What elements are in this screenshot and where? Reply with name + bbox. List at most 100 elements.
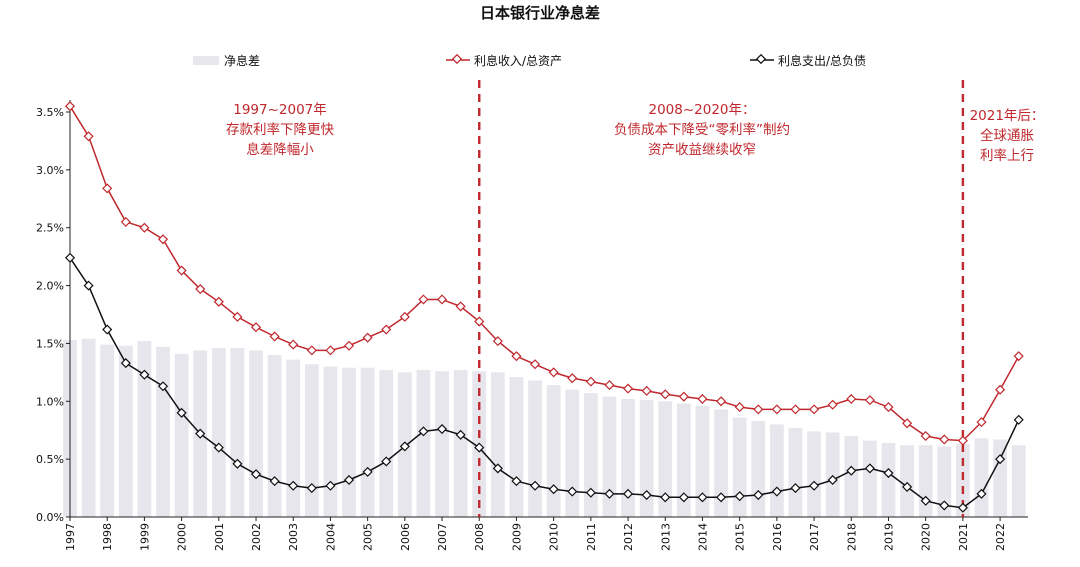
data-point-marker bbox=[288, 339, 299, 350]
bar bbox=[137, 341, 152, 517]
data-point-marker bbox=[939, 434, 950, 445]
data-point-marker bbox=[790, 404, 801, 415]
bar bbox=[249, 350, 263, 517]
data-point-marker bbox=[492, 463, 503, 474]
annotation-3-line-3: 利率上行 bbox=[980, 147, 1034, 164]
bar bbox=[211, 348, 226, 517]
bar bbox=[267, 355, 282, 517]
data-point-marker bbox=[139, 222, 150, 233]
annotation-2-line-1: 2008~2020年： bbox=[648, 102, 755, 118]
x-tick-label: 2003 bbox=[287, 523, 300, 551]
data-point-marker bbox=[697, 492, 708, 503]
data-point-marker bbox=[120, 216, 131, 227]
bar bbox=[304, 364, 319, 517]
x-tick-label: 2008 bbox=[473, 523, 486, 551]
data-point-marker bbox=[697, 393, 708, 405]
data-point-marker bbox=[362, 466, 373, 477]
data-point-marker bbox=[809, 404, 820, 415]
data-point-marker bbox=[995, 454, 1006, 465]
x-tick-label: 2017 bbox=[808, 523, 821, 551]
bar bbox=[621, 398, 635, 517]
data-point-marker bbox=[753, 489, 764, 501]
data-point-marker bbox=[325, 345, 336, 356]
data-point-marker bbox=[83, 280, 94, 291]
data-point-marker bbox=[902, 418, 913, 429]
bar bbox=[825, 432, 840, 517]
bar bbox=[435, 371, 449, 517]
bar bbox=[342, 367, 356, 517]
line-series bbox=[64, 101, 1024, 513]
bar bbox=[453, 370, 468, 517]
data-point-marker bbox=[250, 322, 262, 333]
x-tick-label: 2013 bbox=[659, 523, 672, 551]
data-point-marker bbox=[548, 367, 559, 378]
data-point-marker bbox=[250, 469, 262, 480]
data-point-marker bbox=[530, 480, 541, 491]
legend-income-marker bbox=[451, 53, 463, 65]
bar bbox=[583, 393, 598, 517]
bar bbox=[714, 409, 728, 517]
data-point-marker bbox=[530, 359, 541, 370]
x-tick-label: 2016 bbox=[771, 523, 784, 551]
data-point-marker bbox=[623, 383, 634, 394]
data-point-marker bbox=[846, 393, 857, 405]
data-point-marker bbox=[381, 324, 392, 335]
legend-bar-swatch bbox=[193, 56, 219, 65]
data-point-marker bbox=[957, 502, 968, 513]
x-tick-label: 2005 bbox=[362, 523, 375, 551]
bar bbox=[900, 445, 914, 517]
data-point-marker bbox=[325, 480, 336, 491]
data-point-marker bbox=[436, 294, 448, 305]
data-point-marker bbox=[660, 389, 671, 400]
data-point-marker bbox=[604, 380, 615, 391]
bar bbox=[490, 372, 505, 517]
data-point-marker bbox=[176, 265, 187, 276]
data-point-marker bbox=[362, 332, 373, 343]
bar bbox=[286, 359, 301, 517]
data-point-marker bbox=[809, 480, 820, 491]
bar bbox=[676, 403, 691, 517]
legend-expense-label: 利息支出/总负债 bbox=[778, 53, 866, 68]
y-tick-label: 0.0% bbox=[36, 511, 64, 524]
data-point-marker bbox=[195, 283, 206, 295]
data-point-marker bbox=[64, 252, 76, 263]
bar bbox=[360, 367, 375, 517]
data-point-marker bbox=[716, 492, 727, 503]
data-point-marker bbox=[641, 489, 652, 501]
data-point-marker bbox=[864, 463, 875, 474]
annotation-1-line-2: 存款利率下降更快 bbox=[226, 121, 334, 138]
data-point-marker bbox=[436, 424, 448, 435]
x-tick-label: 2011 bbox=[585, 523, 598, 551]
x-tick-label: 2010 bbox=[548, 523, 561, 551]
bar bbox=[769, 424, 784, 517]
x-tick-label: 2012 bbox=[622, 523, 635, 551]
data-point-marker bbox=[678, 492, 689, 503]
data-point-marker bbox=[995, 384, 1006, 395]
bar bbox=[118, 345, 133, 517]
bar bbox=[788, 427, 803, 517]
data-point-marker bbox=[883, 402, 894, 413]
data-point-marker bbox=[920, 430, 931, 442]
data-point-marker bbox=[102, 324, 113, 335]
bar bbox=[658, 401, 673, 517]
data-point-marker bbox=[660, 492, 671, 503]
data-point-marker bbox=[269, 476, 280, 487]
data-point-marker bbox=[455, 429, 466, 440]
legend-income-label: 利息收入/总资产 bbox=[474, 53, 562, 68]
y-tick-label: 1.5% bbox=[36, 337, 64, 350]
bar bbox=[323, 366, 338, 517]
y-tick-label: 2.5% bbox=[36, 222, 64, 235]
data-point-marker bbox=[567, 373, 578, 384]
data-point-marker bbox=[548, 484, 559, 495]
x-tick-label: 1998 bbox=[101, 523, 114, 551]
bar-series bbox=[63, 338, 1026, 517]
x-tick-label: 1997 bbox=[64, 523, 77, 551]
legend: 净息差 利息收入/总资产 利息支出/总负债 bbox=[193, 53, 866, 68]
annotation-3-line-1: 2021年后： bbox=[970, 108, 1045, 124]
bar bbox=[379, 370, 394, 517]
x-tick-label: 2006 bbox=[399, 523, 412, 551]
bar bbox=[732, 417, 747, 517]
data-point-marker bbox=[474, 442, 485, 453]
data-point-marker bbox=[232, 458, 243, 469]
